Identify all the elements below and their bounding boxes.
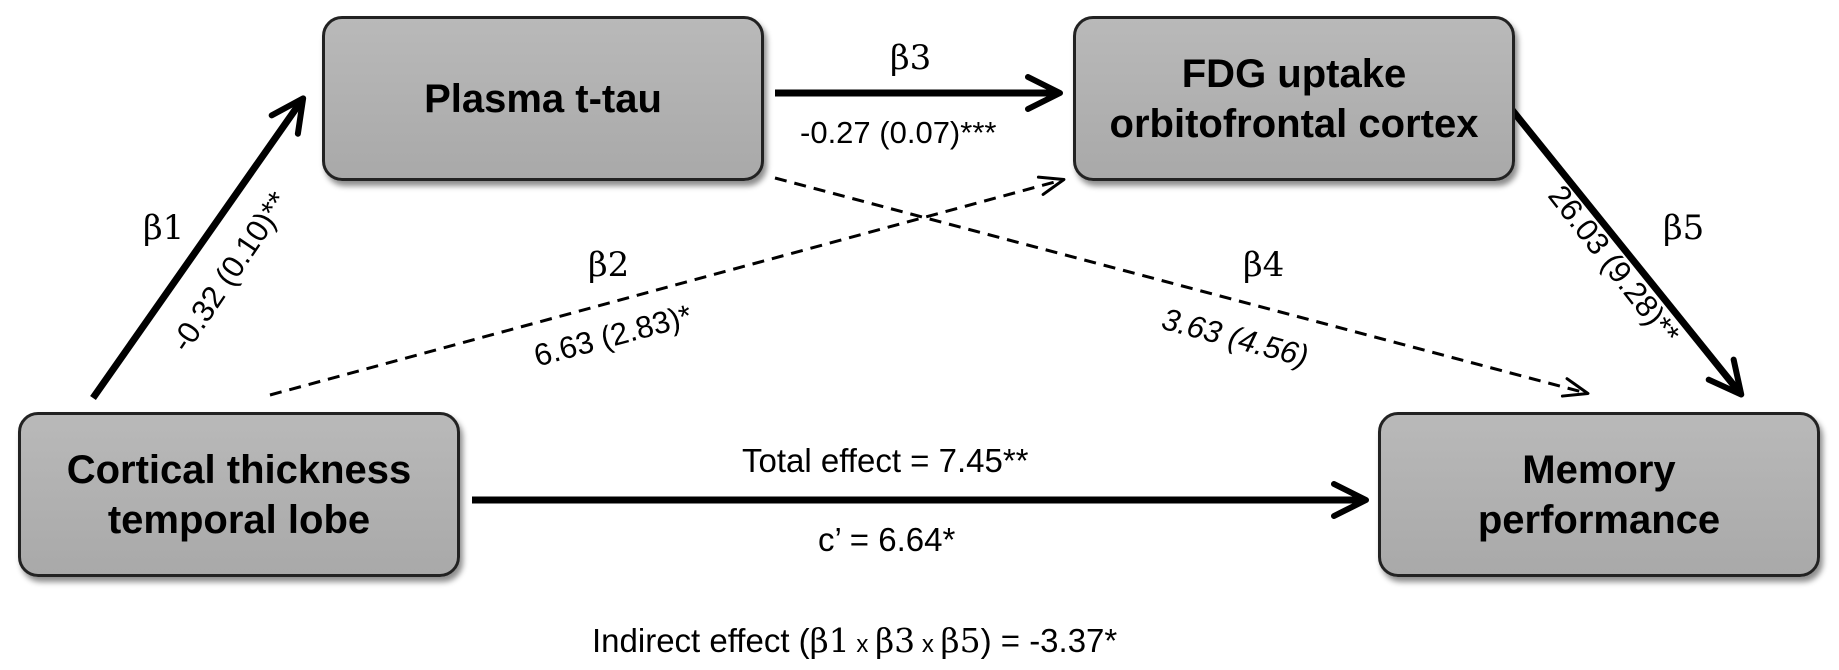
indirect-b3: β3 xyxy=(875,621,916,660)
indirect-b5: β5 xyxy=(940,621,981,660)
label-total-effect: Total effect = 7.45** xyxy=(742,442,1029,479)
label-b3-symbol: β3 xyxy=(890,38,932,78)
indirect-x2: x xyxy=(915,631,941,658)
label-b1-symbol: β1 xyxy=(143,208,185,248)
indirect-b1: β1 xyxy=(809,621,850,660)
label-b2-symbol: β2 xyxy=(588,245,630,285)
node-memory-performance: Memory performance xyxy=(1378,412,1820,577)
label-indirect-effect: Indirect effect (β1 x β3 x β5) = -3.37* xyxy=(592,623,1117,663)
arrow-b2 xyxy=(269,175,1066,397)
node-cortical-line2: temporal lobe xyxy=(107,497,371,542)
label-b4-symbol: β4 xyxy=(1243,245,1285,285)
node-fdg-line2: orbitofrontal cortex xyxy=(1109,101,1479,146)
indirect-prefix: Indirect effect ( xyxy=(592,622,810,659)
arrow-b4 xyxy=(774,176,1590,398)
node-memory-line2: performance xyxy=(1477,497,1721,542)
node-memory-line1: Memory xyxy=(1522,447,1676,492)
label-direct-effect: c’ = 6.64* xyxy=(818,521,956,558)
node-plasma-line1: Plasma t-tau xyxy=(424,76,662,121)
label-b5-symbol: β5 xyxy=(1663,208,1705,248)
node-cortical-line1: Cortical thickness xyxy=(66,447,412,492)
arrow-b1 xyxy=(90,95,307,401)
indirect-x1: x xyxy=(849,631,876,658)
node-fdg-line1: FDG uptake xyxy=(1181,51,1407,96)
arrow-b5 xyxy=(1497,92,1745,398)
label-b3-value: -0.27 (0.07)*** xyxy=(800,115,997,150)
node-plasma-t-tau: Plasma t-tau xyxy=(322,16,764,181)
indirect-suffix: ) = -3.37* xyxy=(980,622,1118,659)
node-cortical-thickness: Cortical thickness temporal lobe xyxy=(18,412,460,577)
node-fdg-uptake: FDG uptake orbitofrontal cortex xyxy=(1073,16,1515,181)
